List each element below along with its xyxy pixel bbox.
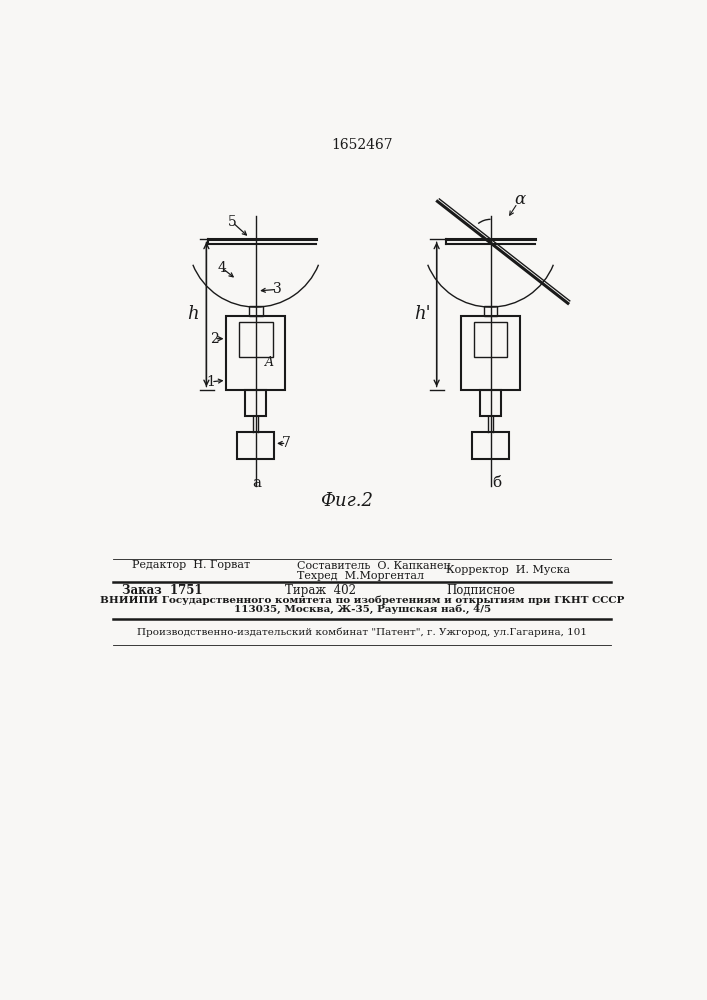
- Bar: [461, 316, 520, 389]
- Bar: [480, 389, 501, 416]
- Text: 1: 1: [206, 375, 216, 389]
- Bar: [238, 432, 274, 459]
- Text: 3: 3: [273, 282, 281, 296]
- Text: 2: 2: [210, 332, 218, 346]
- Bar: [239, 322, 273, 357]
- Text: Корректор  И. Муска: Корректор И. Муска: [446, 565, 570, 575]
- Text: б: б: [492, 476, 501, 490]
- Text: Составитель  О. Капканец: Составитель О. Капканец: [296, 560, 450, 570]
- Text: h: h: [187, 305, 199, 323]
- Text: Тираж  402: Тираж 402: [285, 584, 356, 597]
- Text: h': h': [414, 305, 431, 323]
- Text: A: A: [265, 356, 274, 369]
- Text: Редактор  Н. Горват: Редактор Н. Горват: [132, 560, 250, 570]
- Text: 1652467: 1652467: [332, 138, 393, 152]
- Text: 4: 4: [217, 261, 226, 275]
- Text: ВНИИПИ Государственного комитета по изобретениям и открытиям при ГКНТ СССР: ВНИИПИ Государственного комитета по изоб…: [100, 596, 624, 605]
- Bar: [484, 306, 498, 316]
- Text: Производственно-издательский комбинат "Патент", г. Ужгород, ул.Гагарина, 101: Производственно-издательский комбинат "П…: [137, 627, 588, 637]
- Bar: [472, 432, 509, 459]
- Text: а: а: [252, 476, 262, 490]
- Text: 113035, Москва, Ж-35, Раушская наб., 4/5: 113035, Москва, Ж-35, Раушская наб., 4/5: [234, 605, 491, 614]
- Bar: [249, 306, 262, 316]
- Text: α: α: [514, 191, 525, 208]
- Bar: [226, 316, 285, 389]
- Text: Подписное: Подписное: [446, 584, 515, 597]
- Text: 5: 5: [228, 215, 237, 229]
- Text: Заказ  1751: Заказ 1751: [122, 584, 203, 597]
- Text: Фиг.2: Фиг.2: [320, 492, 373, 510]
- Text: Техред  М.Моргентал: Техред М.Моргентал: [296, 571, 423, 581]
- Bar: [245, 389, 267, 416]
- Text: 7: 7: [282, 436, 291, 450]
- Bar: [474, 322, 508, 357]
